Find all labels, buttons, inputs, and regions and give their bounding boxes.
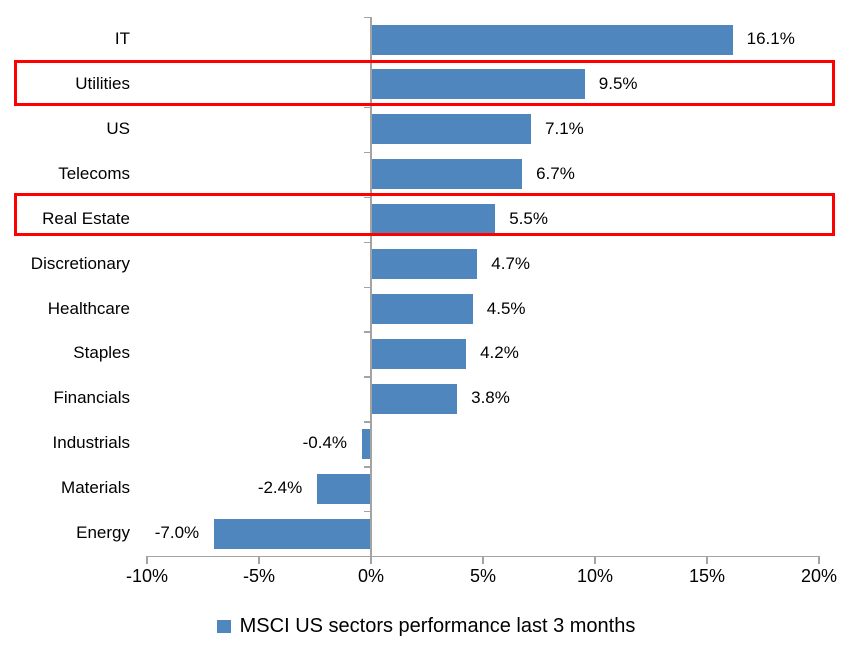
value-label: -2.4% [257, 478, 303, 498]
highlight-box [14, 193, 835, 236]
value-axis-tick [594, 556, 596, 564]
bar [372, 159, 523, 190]
category-axis-tick [364, 421, 370, 423]
category-axis-tick [364, 106, 370, 109]
category-label: Utilities [75, 73, 130, 93]
category-axis-tick [364, 151, 370, 154]
value-axis-tick [818, 556, 820, 564]
value-label: 16.1% [746, 29, 795, 48]
category-axis-tick [364, 196, 370, 199]
category-label: Real Estate [42, 208, 130, 228]
category-axis-tick [364, 17, 370, 19]
category-axis-tick [364, 331, 370, 333]
category-axis-line [370, 17, 372, 556]
category-axis-tick [364, 511, 370, 513]
value-label: 4.2% [480, 343, 519, 363]
category-label: Healthcare [47, 298, 130, 318]
bar [372, 249, 478, 279]
x-tick-label: 20% [800, 566, 838, 586]
bar [362, 428, 372, 459]
x-tick-label: -10% [125, 566, 169, 586]
value-label: 7.1% [545, 118, 584, 138]
value-label: 9.5% [598, 73, 638, 93]
value-label: 4.5% [486, 298, 526, 318]
value-label: -7.0% [154, 523, 200, 543]
category-label: Telecoms [58, 163, 130, 183]
bar [214, 518, 371, 549]
value-axis-tick [370, 556, 372, 564]
legend-swatch-icon [216, 619, 231, 633]
bar [372, 204, 496, 235]
bar [372, 114, 531, 145]
category-label: IT [114, 29, 130, 48]
category-axis-tick [364, 286, 370, 288]
bar [372, 383, 458, 414]
highlight-box [14, 59, 835, 107]
legend-label: MSCI US sectors performance last 3 month… [239, 614, 636, 637]
value-label: 6.7% [536, 163, 575, 183]
legend: MSCI US sectors performance last 3 month… [0, 611, 852, 641]
value-axis-tick [706, 556, 708, 564]
value-axis-tick [146, 556, 148, 564]
value-axis-tick [482, 556, 484, 564]
value-label: 3.8% [471, 388, 510, 408]
category-label: Energy [76, 523, 130, 543]
category-label: Staples [73, 343, 130, 363]
category-axis-tick [364, 376, 370, 378]
value-label: -0.4% [302, 433, 348, 453]
x-tick-label: 15% [688, 566, 726, 586]
bar [372, 69, 585, 100]
value-label: 4.7% [491, 253, 531, 273]
x-tick-label: 5% [469, 566, 496, 586]
bar [372, 294, 473, 324]
category-label: Industrials [52, 433, 130, 453]
category-axis-tick [364, 241, 370, 243]
category-label: US [106, 118, 130, 138]
category-label: Discretionary [30, 253, 130, 273]
value-axis-tick [258, 556, 260, 564]
x-tick-label: -5% [242, 566, 275, 586]
bar [317, 473, 372, 504]
bar [372, 24, 733, 55]
category-label: Financials [53, 388, 130, 408]
category-axis-tick [364, 466, 370, 468]
bar [372, 338, 467, 369]
category-label: Materials [61, 478, 130, 498]
x-tick-label: 0% [357, 566, 384, 586]
x-tick-label: 10% [576, 566, 614, 586]
value-label: 5.5% [509, 208, 548, 228]
